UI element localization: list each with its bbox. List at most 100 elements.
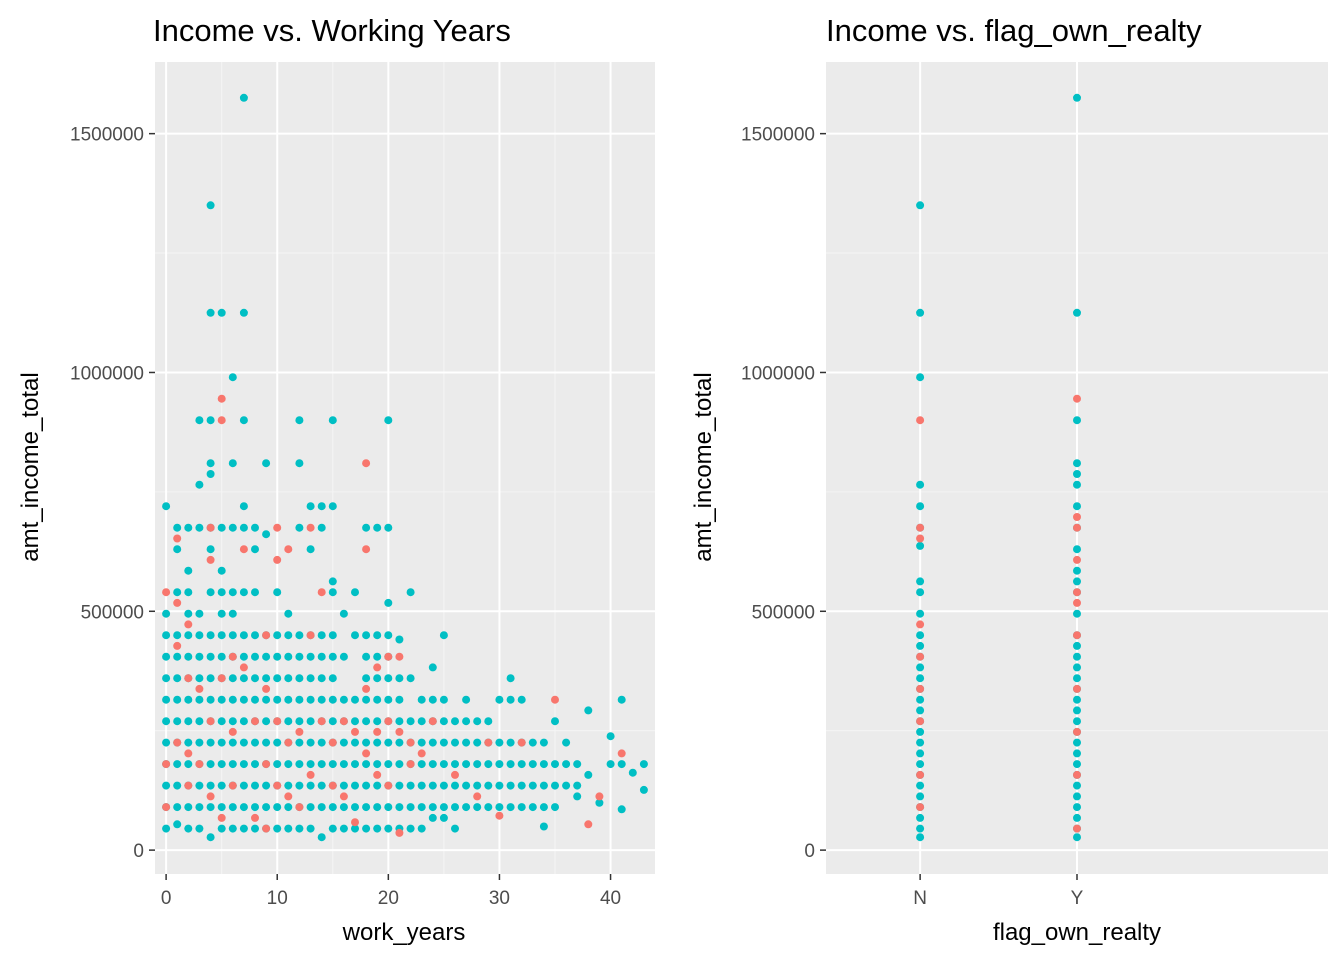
data-point — [517, 781, 526, 790]
data-point — [1073, 641, 1081, 650]
data-point — [384, 416, 393, 425]
x-tick-label: Y — [1071, 888, 1084, 909]
data-point — [351, 824, 359, 833]
data-point — [262, 717, 271, 726]
data-point — [373, 674, 382, 683]
data-point — [284, 609, 293, 618]
data-point — [439, 760, 448, 769]
data-point — [239, 545, 248, 554]
data-point — [273, 717, 282, 726]
data-point — [217, 652, 226, 661]
data-point — [228, 459, 237, 468]
data-point — [217, 803, 226, 812]
data-point — [1073, 663, 1081, 672]
data-point — [273, 803, 282, 812]
data-point — [217, 781, 226, 790]
data-point — [351, 803, 359, 812]
data-point — [1073, 609, 1081, 618]
data-point — [916, 813, 925, 822]
data-point — [384, 631, 393, 640]
data-point — [339, 803, 348, 812]
scatter-points — [916, 93, 1081, 842]
data-point — [506, 781, 515, 790]
data-point — [284, 674, 293, 683]
data-point — [916, 373, 925, 382]
data-point — [217, 588, 226, 597]
data-point — [1073, 545, 1081, 554]
data-point — [173, 674, 182, 683]
data-point — [251, 523, 259, 532]
y-axis-title: amt_income_total — [690, 372, 717, 561]
data-point — [239, 416, 248, 425]
data-point — [1073, 749, 1081, 758]
data-point — [206, 631, 215, 640]
data-point — [462, 781, 471, 790]
y-tick-label: 1500000 — [70, 125, 144, 146]
data-point — [395, 781, 404, 790]
data-point — [162, 588, 171, 597]
data-point — [206, 545, 215, 554]
data-point — [184, 620, 193, 629]
data-point — [239, 652, 248, 661]
data-point — [206, 792, 215, 801]
data-point — [251, 717, 259, 726]
data-point — [306, 545, 315, 554]
data-point — [417, 803, 426, 812]
data-point — [351, 695, 359, 704]
data-point — [184, 523, 193, 532]
panel-income-vs-working-years: Income vs. Working Years 0 10 20 30 40 0 5000… — [17, 13, 655, 946]
data-point — [451, 803, 459, 812]
data-point — [273, 695, 282, 704]
data-point — [262, 803, 271, 812]
data-point — [217, 717, 226, 726]
x-tick-label: 20 — [378, 888, 399, 909]
data-point — [495, 803, 504, 812]
data-point — [406, 781, 415, 790]
data-point — [173, 717, 182, 726]
data-point — [573, 760, 582, 769]
data-point — [173, 803, 182, 812]
data-point — [1073, 480, 1081, 489]
data-point — [228, 824, 237, 833]
data-point — [239, 824, 248, 833]
data-point — [1073, 588, 1081, 597]
data-point — [384, 738, 393, 747]
data-point — [317, 674, 326, 683]
data-point — [206, 674, 215, 683]
data-point — [373, 770, 382, 779]
data-point — [239, 674, 248, 683]
data-point — [439, 738, 448, 747]
data-point — [916, 760, 925, 769]
data-point — [551, 760, 559, 769]
data-point — [162, 738, 171, 747]
data-point — [206, 717, 215, 726]
data-point — [206, 555, 215, 564]
data-point — [328, 577, 337, 586]
data-point — [617, 760, 626, 769]
data-point — [284, 792, 293, 801]
data-point — [517, 803, 526, 812]
data-point — [173, 588, 182, 597]
data-point — [228, 588, 237, 597]
data-point — [206, 523, 215, 532]
data-point — [195, 480, 204, 489]
data-point — [384, 695, 393, 704]
data-point — [195, 738, 204, 747]
data-point — [273, 588, 282, 597]
data-point — [306, 760, 315, 769]
data-point — [495, 781, 504, 790]
data-point — [295, 652, 304, 661]
data-point — [206, 201, 215, 210]
data-point — [317, 652, 326, 661]
data-point — [162, 674, 171, 683]
data-point — [395, 717, 404, 726]
data-point — [251, 674, 259, 683]
data-point — [195, 760, 204, 769]
data-point — [395, 828, 404, 837]
data-point — [328, 502, 337, 511]
data-point — [617, 749, 626, 758]
data-point — [273, 760, 282, 769]
y-tick-label: 500000 — [752, 602, 815, 623]
data-point — [351, 760, 359, 769]
x-tick-label: 10 — [267, 888, 288, 909]
